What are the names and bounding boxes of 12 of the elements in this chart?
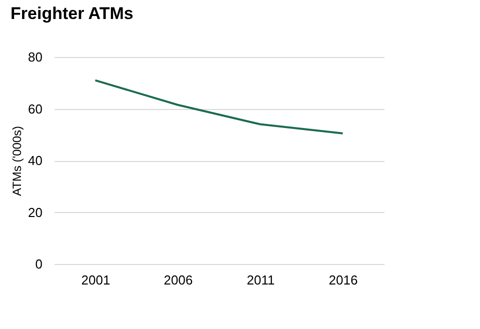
y-tick-label: 0 (35, 256, 42, 272)
y-tick-label: 20 (28, 204, 42, 220)
line-series (94, 79, 344, 134)
x-tick-label: 2011 (246, 272, 275, 288)
y-tick-label: 60 (28, 101, 42, 116)
x-tick-label: 2016 (328, 272, 358, 288)
y-tick-label: 40 (28, 153, 42, 168)
x-tick-label: 2001 (81, 272, 110, 288)
y-axis-title: ATMs ('000s) (10, 126, 24, 196)
chart-title: Freighter ATMs (10, 4, 134, 23)
x-tick-label: 2006 (164, 272, 193, 288)
y-tick-label: 80 (28, 50, 42, 64)
